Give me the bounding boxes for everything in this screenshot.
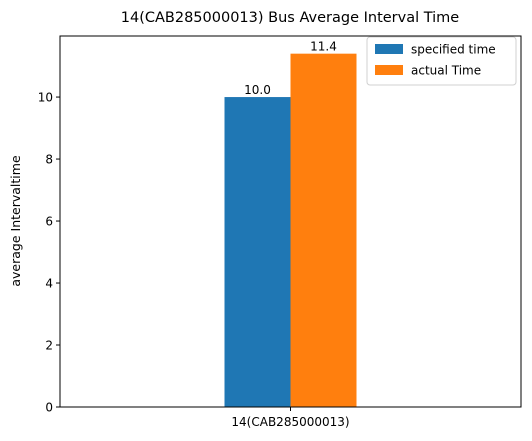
- bar-value-label: 11.4: [310, 40, 337, 54]
- bar-actual-time: [290, 53, 357, 408]
- y-tick-label: 4: [45, 277, 53, 291]
- legend-swatch: [375, 65, 403, 75]
- y-tick-label: 0: [45, 401, 53, 415]
- bar-specified-time: [224, 97, 291, 408]
- plot-area: 0 2 4 6 8 10 14(CAB285000013) 10.0 11.4: [38, 35, 522, 429]
- y-axis: 0 2 4 6 8 10: [38, 91, 60, 415]
- bar-value-labels: 10.0 11.4: [244, 40, 337, 97]
- y-tick-label: 2: [45, 339, 53, 353]
- bars: [224, 53, 357, 408]
- y-axis-label: average Intervaltime: [8, 155, 23, 287]
- y-tick-label: 10: [38, 91, 53, 105]
- legend-label: actual Time: [411, 64, 481, 78]
- y-tick-label: 8: [45, 153, 53, 167]
- chart-title: 14(CAB285000013) Bus Average Interval Ti…: [121, 10, 460, 26]
- legend: specified time actual Time: [366, 36, 517, 86]
- plot-frame: [59, 35, 522, 408]
- bar-value-label: 10.0: [244, 83, 271, 97]
- legend-swatch: [375, 44, 403, 54]
- x-axis: 14(CAB285000013): [231, 407, 350, 429]
- y-tick-label: 6: [45, 215, 53, 229]
- x-tick-label: 14(CAB285000013): [231, 415, 349, 429]
- legend-box: [366, 36, 517, 86]
- legend-label: specified time: [411, 43, 496, 57]
